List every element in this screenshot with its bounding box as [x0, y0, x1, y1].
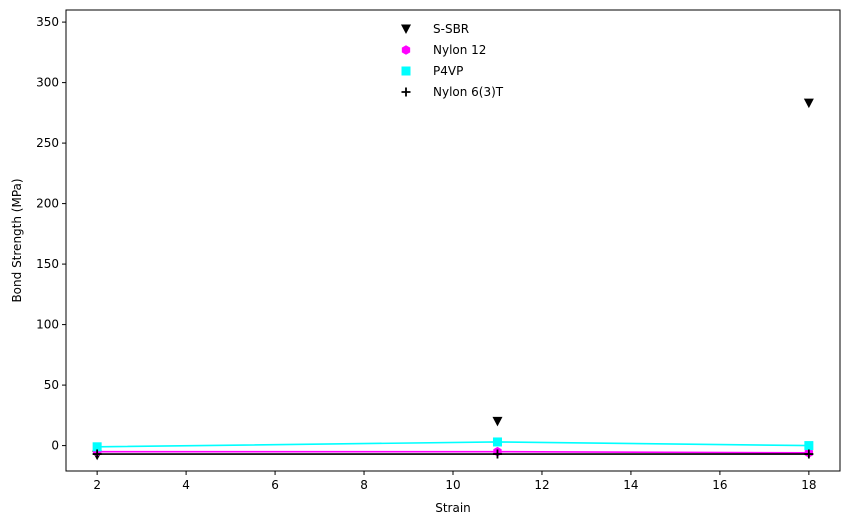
y-tick-label: 350 [36, 15, 59, 29]
x-tick-label: 6 [271, 478, 279, 492]
legend-label: Nylon 6(3)T [433, 85, 504, 99]
data-point [492, 449, 502, 459]
plot-series [92, 98, 814, 461]
legend-marker [401, 87, 411, 97]
x-tick-label: 8 [360, 478, 368, 492]
data-point [804, 441, 814, 451]
x-tick-label: 2 [93, 478, 101, 492]
y-tick-label: 100 [36, 318, 59, 332]
x-tick-label: 10 [445, 478, 460, 492]
x-tick-label: 18 [801, 478, 816, 492]
y-axis-label: Bond Strength (MPa) [10, 178, 24, 302]
y-axis: 0 50 100 150 200 250 300 350 [36, 15, 66, 453]
data-point [804, 449, 814, 459]
legend-label: S-SBR [433, 22, 469, 36]
data-point [803, 98, 814, 109]
data-point [492, 437, 502, 447]
data-point [492, 416, 503, 427]
x-axis: 2 4 6 8 10 12 14 16 18 [93, 471, 817, 492]
y-tick-label: 200 [36, 197, 59, 211]
y-tick-label: 0 [51, 439, 59, 453]
x-tick-label: 12 [534, 478, 549, 492]
series-3 [92, 449, 814, 459]
y-tick-label: 250 [36, 136, 59, 150]
legend-marker [401, 45, 411, 55]
series-0 [92, 98, 814, 461]
series-2 [92, 437, 814, 452]
legend-marker [401, 24, 411, 34]
x-tick-label: 4 [182, 478, 190, 492]
y-tick-label: 50 [44, 378, 59, 392]
y-tick-label: 150 [36, 257, 59, 271]
x-tick-label: 16 [712, 478, 727, 492]
legend: S-SBR Nylon 12 P4VP Nylon 6(3)T [401, 22, 504, 99]
data-point [92, 442, 102, 452]
y-tick-label: 300 [36, 76, 59, 90]
legend-marker [401, 66, 411, 76]
x-tick-label: 14 [623, 478, 638, 492]
data-point [92, 449, 102, 459]
series-line [97, 441, 809, 448]
legend-label: P4VP [433, 64, 463, 78]
legend-label: Nylon 12 [433, 43, 486, 57]
series-1 [92, 446, 814, 458]
series-line [97, 450, 809, 454]
plot-frame [65, 9, 841, 472]
x-axis-label: Strain [435, 501, 471, 515]
